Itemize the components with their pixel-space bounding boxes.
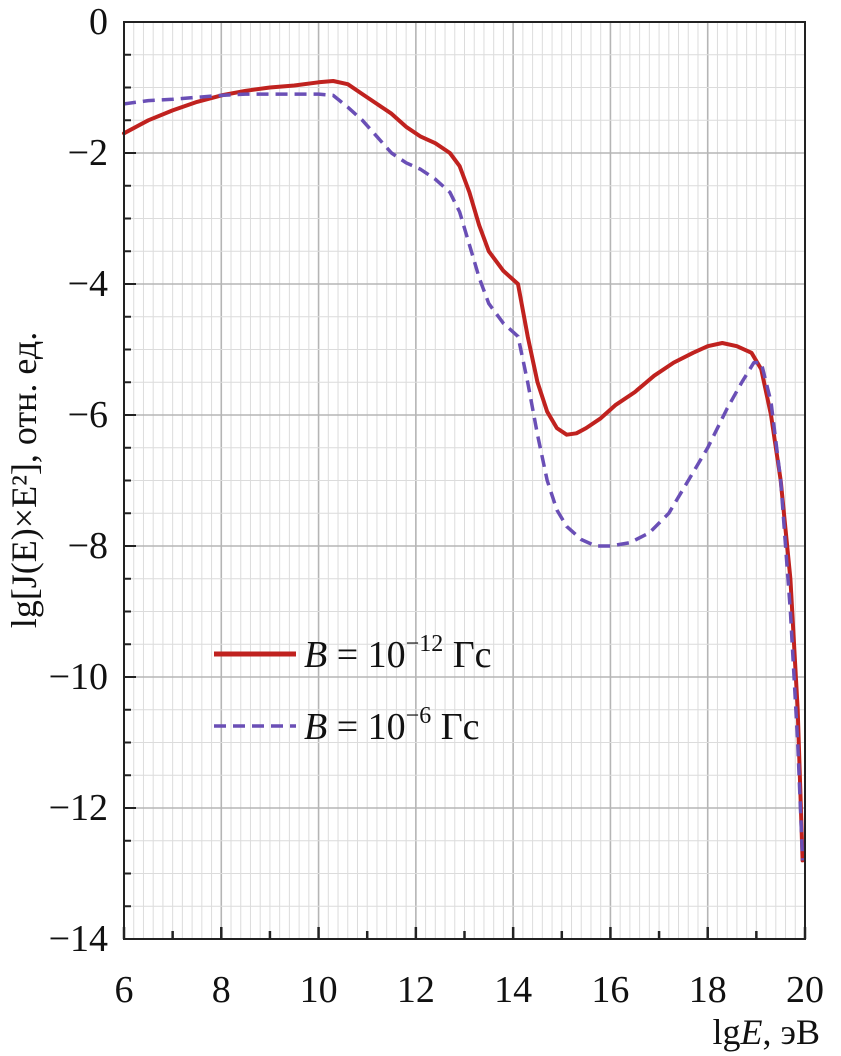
y-tick-label: −4 bbox=[68, 263, 108, 305]
x-tick-label: 12 bbox=[397, 969, 435, 1011]
x-tick-label: 16 bbox=[591, 969, 629, 1011]
y-tick-label: −8 bbox=[68, 525, 108, 567]
x-tick-label: 20 bbox=[786, 969, 824, 1011]
y-axis-label: lg[J(E)×E²], отн. ед. bbox=[4, 332, 44, 628]
x-axis-label: lgE, эВ bbox=[713, 1012, 820, 1052]
y-tick-label: −6 bbox=[68, 394, 108, 436]
y-tick-label: −12 bbox=[49, 787, 108, 829]
x-tick-label: 6 bbox=[115, 969, 134, 1011]
x-tick-label: 8 bbox=[212, 969, 231, 1011]
x-tick-label: 18 bbox=[689, 969, 727, 1011]
series-layer bbox=[122, 79, 805, 863]
series-line-1 bbox=[123, 92, 805, 861]
series-line-0 bbox=[122, 79, 805, 863]
x-tick-labels: 6 8 10 12 14 16 18 20 bbox=[115, 969, 825, 1011]
y-tick-label: −2 bbox=[68, 132, 108, 174]
legend-label-0: B = 10−12 Гс bbox=[304, 631, 492, 676]
legend: B = 10−12 Гс B = 10−6 Гс bbox=[214, 631, 492, 748]
x-tick-label: 10 bbox=[300, 969, 338, 1011]
y-tick-labels: 0 −2 −4 −6 −8 −10 −12 −14 bbox=[49, 1, 108, 960]
y-tick-label: −10 bbox=[49, 656, 108, 698]
plot-frame bbox=[123, 21, 806, 940]
legend-label-1: B = 10−6 Гс bbox=[304, 703, 480, 748]
y-tick-label: 0 bbox=[89, 1, 108, 43]
y-tick-label: −14 bbox=[49, 918, 108, 960]
x-tick-label: 14 bbox=[494, 969, 532, 1011]
